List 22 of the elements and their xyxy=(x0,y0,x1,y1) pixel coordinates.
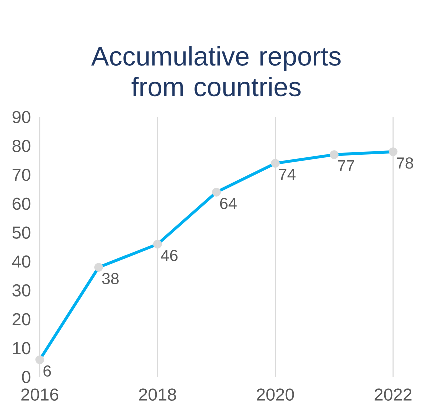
y-tick-label: 50 xyxy=(12,226,31,240)
x-tick-label: 2016 xyxy=(22,388,59,402)
y-tick-label: 30 xyxy=(12,284,31,297)
data-label: 74 xyxy=(279,169,296,180)
y-tick-label: 60 xyxy=(12,198,31,210)
x-tick-label: 2022 xyxy=(374,388,412,402)
y-tick-label: 80 xyxy=(12,140,31,153)
data-label: 64 xyxy=(220,198,237,210)
x-tick-label: 2020 xyxy=(257,388,294,402)
data-label: 78 xyxy=(397,158,414,170)
y-tick-label: 20 xyxy=(12,314,31,326)
data-label: 46 xyxy=(161,250,178,262)
y-tick-label: 0 xyxy=(22,371,31,384)
y-tick-label: 70 xyxy=(12,169,31,182)
chart-title: Accumulative reports from countries xyxy=(91,46,341,97)
data-label: 6 xyxy=(44,366,52,378)
y-tick-label: 40 xyxy=(12,256,31,268)
x-tick-label: 2018 xyxy=(139,388,176,402)
y-tick-label: 90 xyxy=(12,111,31,124)
data-label: 77 xyxy=(338,160,354,172)
y-tick-label: 10 xyxy=(13,342,31,355)
data-label: 38 xyxy=(102,273,119,285)
